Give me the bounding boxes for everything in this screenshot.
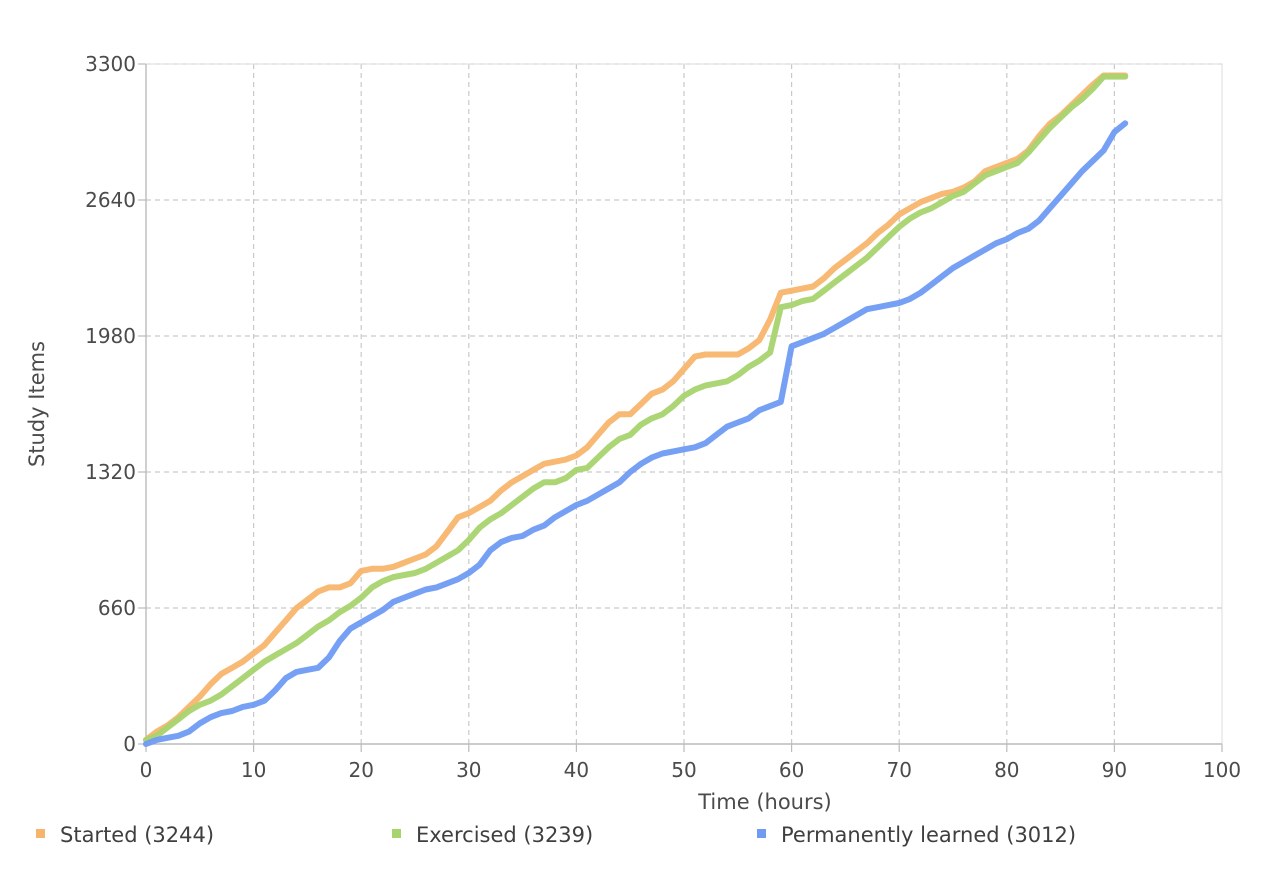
legend-swatch-2	[757, 829, 766, 838]
legend: Started (3244) Exercised (3239) Permanentl…	[36, 823, 1076, 847]
y-tick-label: 3300	[85, 52, 136, 76]
x-tick-label: 60	[779, 758, 804, 782]
legend-label-1: Exercised (3239)	[416, 823, 593, 847]
legend-swatch-1	[392, 829, 401, 838]
series-line-0	[143, 72, 1129, 743]
x-tick-label: 90	[1102, 758, 1127, 782]
series-line-2	[143, 120, 1129, 747]
y-tick-label: 2640	[85, 188, 136, 212]
series-line-1	[143, 73, 1129, 743]
tick-labels: 0 10 20 30 40 50 60 70 80 90 100 0 660 1320 1980 2640 33…	[85, 52, 1241, 782]
x-axis-title: Time (hours)	[697, 790, 832, 814]
y-tick-label: 0	[123, 732, 136, 756]
y-tick-label: 1980	[85, 324, 136, 348]
x-tick-label: 40	[564, 758, 589, 782]
y-tick-label: 1320	[85, 460, 136, 484]
x-tick-label: 100	[1203, 758, 1241, 782]
y-axis-title: Study Items	[25, 341, 49, 467]
x-tick-label: 30	[456, 758, 481, 782]
legend-label-2: Permanently learned (3012)	[781, 823, 1076, 847]
legend-label-0: Started (3244)	[60, 823, 214, 847]
axes	[138, 63, 1223, 752]
x-tick-label: 20	[348, 758, 373, 782]
series-lines	[143, 72, 1129, 747]
legend-swatch-0	[36, 829, 45, 838]
x-tick-label: 80	[994, 758, 1019, 782]
x-tick-label: 0	[140, 758, 153, 782]
x-tick-label: 50	[671, 758, 696, 782]
grid	[146, 63, 1222, 744]
x-tick-label: 10	[241, 758, 266, 782]
x-tick-label: 70	[886, 758, 911, 782]
y-tick-label: 660	[98, 596, 136, 620]
